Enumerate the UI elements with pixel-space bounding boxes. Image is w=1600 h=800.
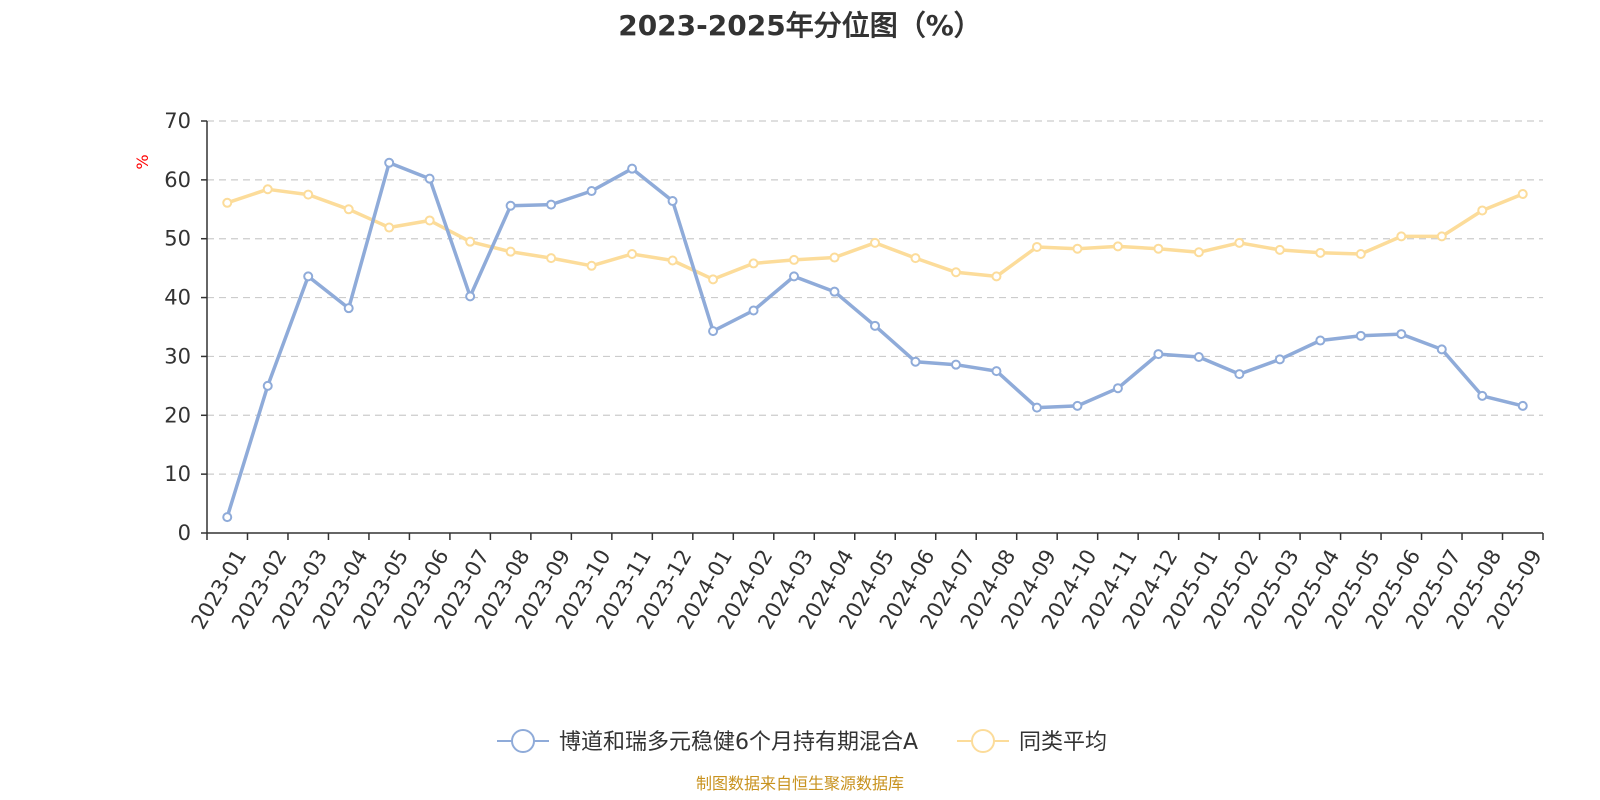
data-point [546,199,557,210]
data-point [708,326,719,337]
data-point [789,271,800,282]
data-point [1396,329,1407,340]
y-tick-label: 10 [164,462,191,486]
data-point [667,255,678,266]
data-point [262,184,273,195]
data-point [1234,369,1245,380]
data-point [505,200,516,211]
data-point [1193,352,1204,363]
data-point [505,246,516,257]
data-point [950,359,961,370]
data-point [627,163,638,174]
data-point [303,189,314,200]
data-point [1112,383,1123,394]
data-point [586,186,597,197]
data-point [1031,241,1042,252]
data-point [424,215,435,226]
data-point [384,157,395,168]
data-point [950,267,961,278]
data-point [991,366,1002,377]
data-point [1315,335,1326,346]
data-point [1112,241,1123,252]
series-line [225,161,1524,518]
data-point [829,252,840,263]
data-point [465,236,476,247]
data-point [343,204,354,215]
data-point [1355,330,1366,341]
y-tick-label: 70 [164,109,191,133]
data-point [222,512,233,523]
source-note: 制图数据来自恒生聚源数据库 [695,774,904,793]
data-point [748,305,759,316]
data-point [222,197,233,208]
data-point [870,237,880,248]
data-point [1274,354,1285,365]
data-point [1436,344,1447,355]
legend-label: 同类平均 [1019,730,1107,755]
y-tick-label: 0 [178,521,191,545]
data-point [667,196,678,207]
data-point [262,380,273,391]
data-point [586,260,597,271]
data-point [465,291,476,302]
legend-marker [971,729,995,753]
data-point [1517,188,1528,199]
data-point [789,254,800,265]
data-point [1072,400,1083,411]
data-point [1153,243,1164,254]
y-tick-label: 50 [164,227,191,251]
data-point [1031,402,1042,413]
data-point [627,249,638,260]
data-point [1315,247,1326,258]
legend-marker [511,729,535,753]
y-tick-label: 40 [164,286,191,310]
y-tick-label: 20 [164,403,191,427]
data-point [748,258,759,269]
data-point [991,271,1002,282]
y-tick-label: 30 [164,344,191,368]
data-point [1477,205,1488,216]
data-point [546,253,557,264]
data-point [384,222,395,233]
y-tick-label: 60 [164,168,191,192]
data-point [870,320,880,331]
legend-label: 博道和瑞多元稳健6个月持有期混合A [559,730,918,755]
data-point [1153,349,1164,360]
data-point [1436,231,1447,242]
data-point [708,274,719,285]
data-point [1355,249,1366,260]
data-point [1234,237,1245,248]
data-point [910,356,921,367]
data-point [303,271,314,282]
data-point [829,286,840,297]
data-point [1396,231,1407,242]
data-point [424,173,435,184]
data-point [1193,247,1204,258]
data-point [1072,243,1083,254]
data-point [343,303,354,314]
series-line [226,187,1524,282]
chart-title: 2023-2025年分位图（%） [618,9,982,42]
data-point [1517,400,1528,411]
data-point [910,253,921,264]
data-point [1477,390,1488,401]
y-axis-label: % [133,154,152,169]
data-point [1274,244,1285,255]
